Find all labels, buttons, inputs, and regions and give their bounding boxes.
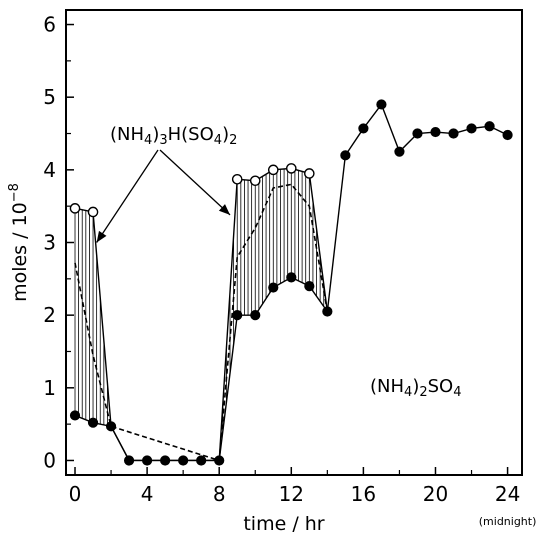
- open-marker: [87, 206, 99, 218]
- filled-marker: [268, 282, 279, 293]
- annotation-arrows: [96, 149, 231, 243]
- y-tick-label: 6: [43, 13, 56, 37]
- filled-marker: [196, 455, 207, 466]
- x-tick-label: 0: [69, 482, 82, 506]
- x-tick-label: 24: [495, 482, 520, 506]
- filled-marker: [430, 126, 441, 138]
- filled-marker: [178, 455, 189, 466]
- filled-marker: [160, 455, 171, 466]
- filled-marker: [358, 123, 369, 134]
- filled-marker: [105, 421, 117, 432]
- filled-marker: [412, 128, 423, 139]
- open-marker: [285, 163, 297, 174]
- filled-marker: [466, 123, 477, 134]
- filled-marker: [448, 128, 459, 139]
- filled-marker: [304, 280, 315, 292]
- open-marker: [304, 168, 315, 179]
- filled-marker: [250, 310, 261, 321]
- open-marker: [69, 203, 81, 214]
- x-axis-note: (midnight): [479, 515, 536, 528]
- filled-marker: [340, 150, 351, 161]
- arrow-head: [218, 204, 231, 215]
- y-tick-label: 0: [43, 448, 56, 472]
- y-tick-label: 4: [43, 158, 56, 182]
- y-tick-label: 3: [43, 231, 56, 255]
- series-line-upper: [74, 167, 329, 462]
- x-tick-label: 20: [423, 482, 448, 506]
- hatch-lines: [74, 168, 325, 432]
- filled-marker: [376, 99, 387, 110]
- arrow-head: [96, 230, 107, 243]
- filled-marker: [214, 455, 225, 466]
- y-tick-label: 1: [43, 376, 56, 400]
- annotation-sulfate: (NH4)2SO4: [370, 376, 462, 400]
- annotation-acid-salt: (NH4)3H(SO4)2: [110, 124, 237, 148]
- filled-marker: [142, 455, 153, 466]
- x-tick-label: 12: [279, 482, 304, 506]
- filled-marker: [394, 146, 405, 157]
- filled-marker: [322, 306, 333, 317]
- filled-marker: [286, 272, 297, 283]
- filled-marker: [123, 455, 135, 466]
- x-tick-label: 16: [351, 482, 376, 506]
- x-axis-title: time / hr: [243, 513, 324, 535]
- arrow-line: [96, 149, 159, 243]
- filled-marker: [69, 410, 81, 421]
- series-markers: [69, 99, 513, 466]
- filled-marker: [232, 310, 243, 321]
- y-axis-title: moles / 10−8: [7, 183, 31, 302]
- open-marker: [249, 175, 261, 187]
- y-tick-label: 2: [43, 303, 56, 327]
- filled-marker: [502, 129, 513, 141]
- filled-marker: [484, 121, 495, 132]
- y-tick-label: 5: [43, 85, 56, 109]
- filled-marker: [87, 417, 99, 428]
- arrow-line: [159, 149, 231, 216]
- open-marker: [267, 164, 279, 176]
- x-tick-label: 4: [141, 482, 154, 506]
- series-line-dashed: [74, 183, 329, 462]
- x-tick-label: 8: [213, 482, 226, 506]
- open-marker: [231, 173, 243, 185]
- plot-frame: [65, 9, 523, 476]
